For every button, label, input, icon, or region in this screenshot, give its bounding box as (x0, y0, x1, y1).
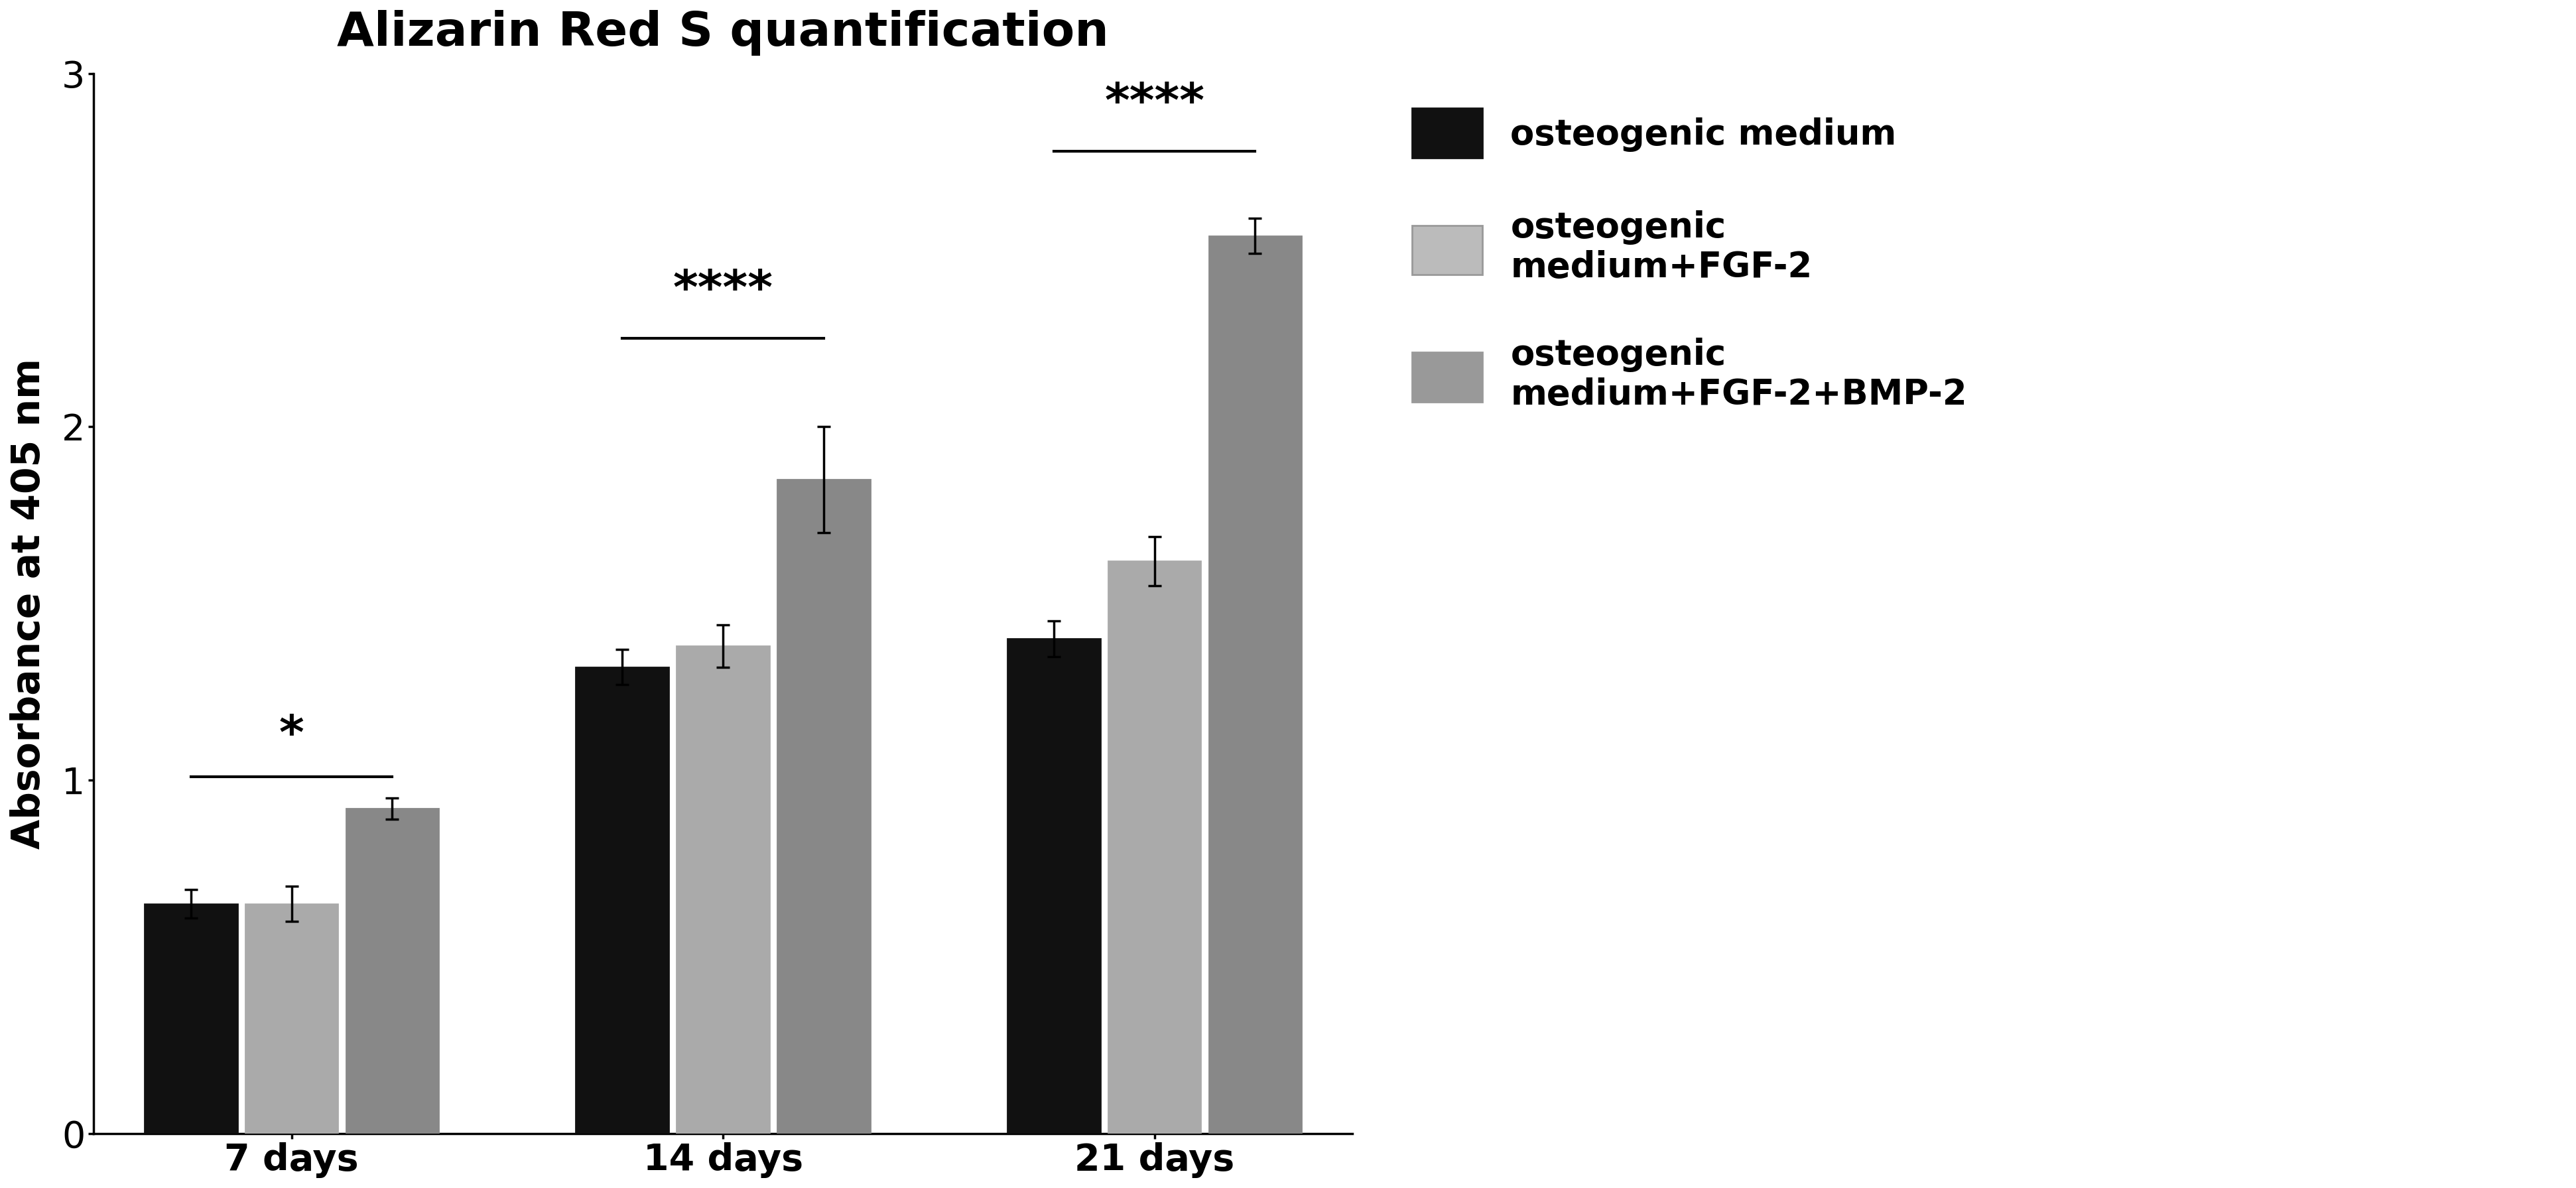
Bar (1208, 236, 1301, 1133)
Y-axis label: Absorbance at 405 nm: Absorbance at 405 nm (10, 358, 49, 849)
Bar (778, 480, 871, 1133)
Text: *: * (278, 713, 304, 759)
Bar (245, 904, 337, 1133)
Bar (677, 646, 770, 1133)
Text: ****: **** (672, 268, 773, 314)
Bar (577, 666, 670, 1133)
Title: Alizarin Red S quantification: Alizarin Red S quantification (337, 10, 1108, 56)
Bar (1007, 639, 1100, 1133)
Text: ****: **** (1105, 81, 1206, 126)
Bar (345, 808, 438, 1133)
Legend: osteogenic medium, osteogenic
medium+FGF-2, osteogenic
medium+FGF-2+BMP-2: osteogenic medium, osteogenic medium+FGF… (1394, 91, 1984, 429)
Bar (1108, 561, 1200, 1133)
Bar (144, 904, 237, 1133)
